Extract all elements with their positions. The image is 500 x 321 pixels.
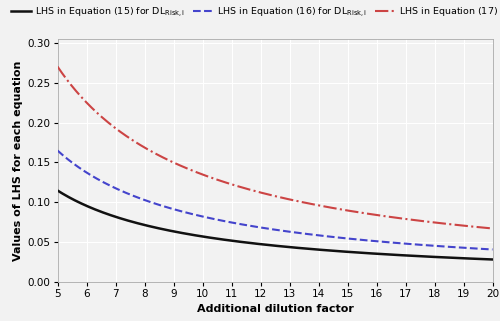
X-axis label: Additional dilution factor: Additional dilution factor [196,304,354,314]
Legend: LHS in Equation (15) for DL$_{\mathregular{Risk,i}}$, LHS in Equation (16) for D: LHS in Equation (15) for DL$_{\mathregul… [10,5,500,19]
Y-axis label: Values of LHS for each equation: Values of LHS for each equation [14,60,24,261]
